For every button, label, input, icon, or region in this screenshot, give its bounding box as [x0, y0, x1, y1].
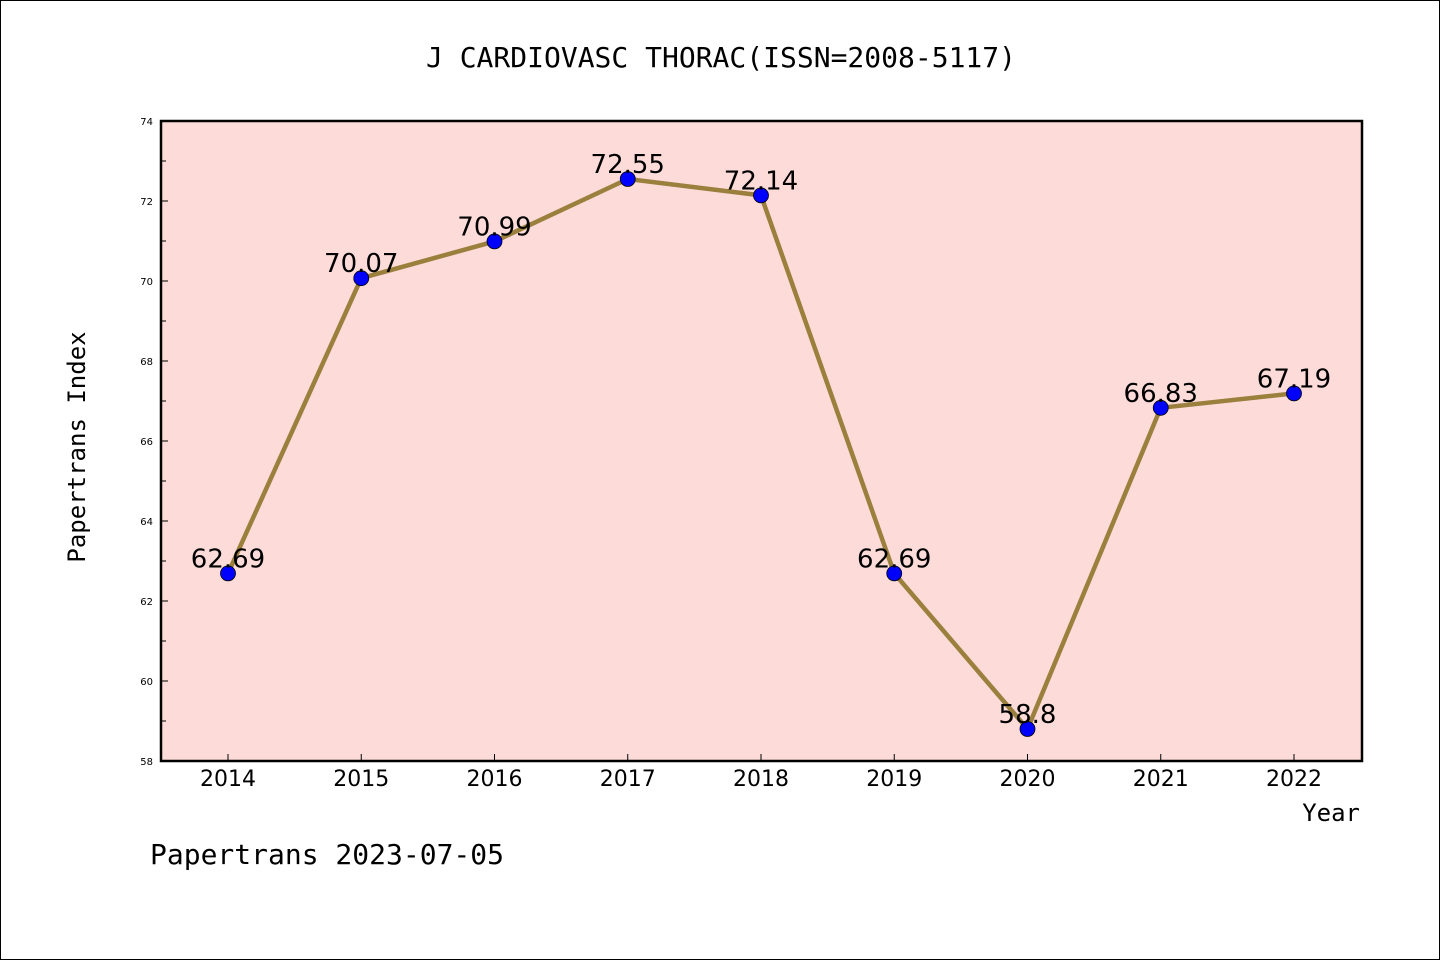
footer-text: Papertrans 2023-07-05 [150, 838, 504, 871]
data-label: 72.14 [724, 166, 798, 196]
data-label: 67.19 [1257, 364, 1331, 394]
x-tick-label: 2019 [866, 767, 922, 792]
data-point [220, 565, 236, 582]
y-tick-label: 62 [140, 597, 153, 608]
data-point [353, 270, 370, 287]
x-tick-label: 2018 [733, 767, 789, 792]
data-label: 72.55 [591, 150, 665, 180]
y-tick-label: 60 [140, 677, 153, 688]
data-point [1019, 721, 1036, 737]
plot-area [161, 121, 1362, 761]
x-tick-label: 2022 [1266, 767, 1322, 792]
data-point [886, 565, 903, 582]
data-point [619, 171, 636, 187]
y-tick-label: 64 [140, 517, 153, 528]
x-tick-label: 2016 [467, 767, 523, 792]
y-tick-label: 58 [140, 757, 153, 768]
data-label: 70.99 [457, 212, 531, 242]
x-tick-label: 2020 [1000, 767, 1056, 792]
data-labels: 62.69 70.07 70.99 72.55 72.14 62.69 58.8 66.83 6… [191, 150, 1331, 730]
y-axis-label: Papertrans Index [63, 331, 91, 562]
x-tick-label: 2014 [200, 767, 256, 792]
data-point [486, 233, 503, 250]
chart-title: J CARDIOVASC THORAC(ISSN=2008-5117) [426, 41, 1016, 74]
x-tick-label: 2015 [333, 767, 389, 792]
x-tick-label: 2017 [600, 767, 656, 792]
x-axis-label: Year [1302, 799, 1360, 827]
data-label: 58.8 [999, 700, 1057, 730]
data-point [1152, 399, 1169, 416]
data-label: 62.69 [191, 544, 265, 574]
x-axis-ticks: 2014 2015 2016 2017 2018 2019 2020 2021 2022 [200, 754, 1322, 792]
y-axis-ticks: 58 60 62 64 66 68 70 72 74 [140, 117, 168, 768]
y-tick-label: 68 [140, 357, 153, 368]
y-tick-label: 70 [140, 277, 153, 288]
data-point [1286, 385, 1302, 402]
data-label: 62.69 [857, 544, 931, 574]
series-line [220, 171, 1302, 737]
data-label: 66.83 [1124, 379, 1198, 409]
data-point [753, 187, 769, 204]
plot-frame [159, 119, 1364, 763]
x-tick-label: 2021 [1133, 767, 1189, 792]
data-label: 70.07 [324, 249, 398, 279]
y-tick-label: 66 [140, 437, 153, 448]
y-tick-label: 72 [140, 197, 153, 208]
y-tick-label: 74 [140, 117, 153, 128]
